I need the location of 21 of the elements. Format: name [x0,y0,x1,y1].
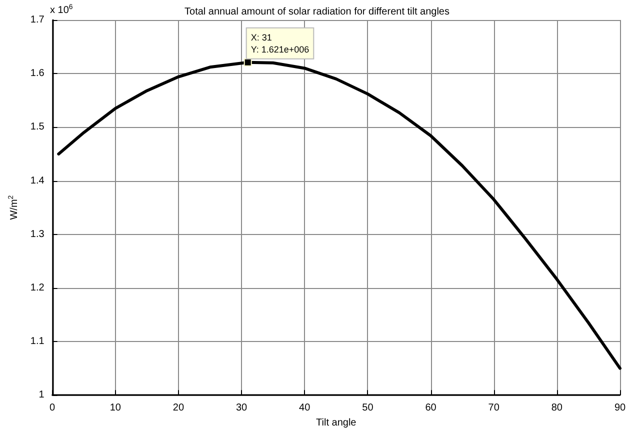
x-tick-label: 60 [425,402,437,414]
x-tick-label: 30 [236,402,248,414]
x-tick-label: 40 [299,402,311,414]
x-tick-label: 20 [172,402,184,414]
y-tick-label: 1.4 [30,175,45,186]
annotation: X: 31 Y: 1.621e+006 [250,32,310,54]
x-tick-label: 90 [614,402,626,414]
chart-title: Total annual amount of solar radiation for different tilt angles [184,6,450,18]
x-tick-label: 10 [110,402,122,414]
y-tick-label: 1.7 [30,14,45,26]
y-tick-label: 1.3 [30,228,45,240]
x-tick-label: 0 [50,402,56,414]
y-tick-label: 1.2 [30,282,45,294]
x-axis-title: Tilt angle [316,418,357,428]
y-tick-label: 1.1 [30,336,45,348]
x-tick-label: 80 [551,402,563,414]
x-tick-label: 50 [362,402,374,414]
x-tick-label: 70 [488,402,500,414]
y-tick-label: 1.5 [30,122,45,133]
y-tick-label: 1.6 [30,68,45,80]
y-tick-label: 1 [38,390,45,401]
